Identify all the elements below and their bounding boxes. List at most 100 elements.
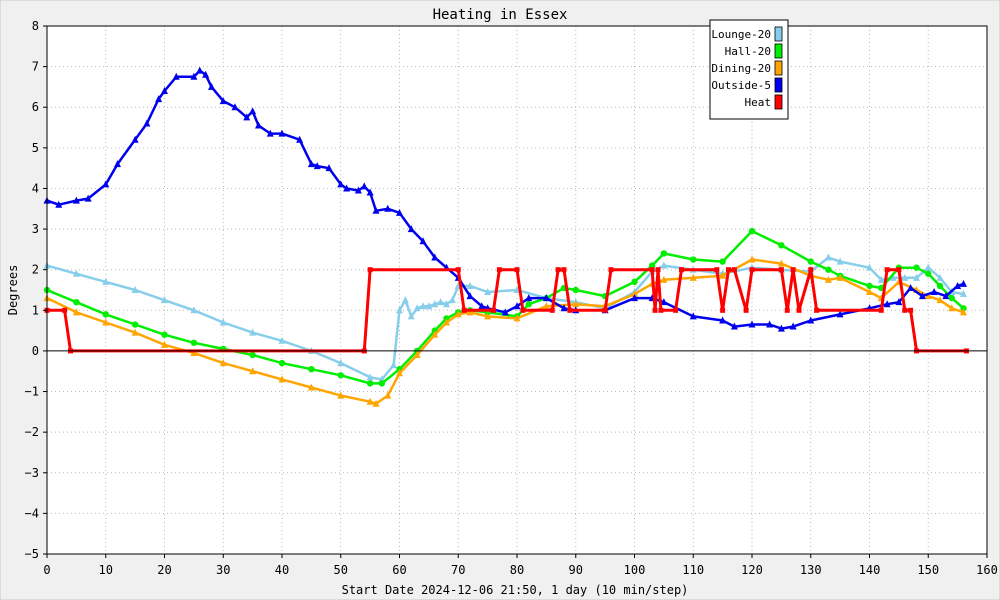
data-point	[72, 308, 80, 316]
data-point	[143, 119, 151, 127]
data-point	[660, 261, 668, 269]
legend-label: Hall-20	[725, 45, 771, 58]
data-point	[948, 294, 955, 302]
data-point	[936, 282, 944, 290]
data-point	[249, 367, 257, 375]
data-point	[824, 275, 832, 283]
data-point	[278, 336, 286, 344]
data-point	[884, 267, 890, 273]
data-point	[889, 273, 897, 281]
legend-label: Outside-5	[711, 79, 771, 92]
x-tick-label: 120	[741, 563, 763, 577]
data-point	[413, 304, 421, 312]
data-point	[748, 227, 756, 235]
x-tick-label: 130	[800, 563, 822, 577]
data-point	[484, 288, 492, 296]
data-point	[901, 273, 909, 281]
data-point	[249, 351, 256, 359]
y-tick-label: 7	[32, 60, 39, 74]
legend-swatch	[774, 77, 783, 93]
x-tick-label: 150	[917, 563, 939, 577]
data-point	[354, 186, 362, 194]
x-tick-label: 30	[216, 563, 230, 577]
x-tick-label: 20	[157, 563, 171, 577]
y-tick-label: −2	[25, 425, 39, 439]
data-point	[313, 162, 321, 170]
data-point	[631, 294, 638, 302]
data-point	[777, 259, 785, 267]
y-tick-label: 1	[32, 303, 39, 317]
data-point	[190, 72, 198, 80]
axes: 0 10 20 30 40 50 60 70 80 90 100 110 120 130 140 150 160…	[25, 19, 998, 577]
data-point	[784, 307, 790, 313]
data-point	[62, 307, 68, 313]
data-point	[360, 182, 368, 190]
data-point	[367, 267, 373, 273]
data-point	[960, 290, 967, 298]
y-tick-label: 2	[32, 263, 39, 277]
data-point	[172, 72, 180, 80]
legend-swatch	[774, 94, 783, 110]
data-point	[649, 267, 655, 273]
series-line-heat	[47, 268, 967, 353]
data-point	[131, 328, 139, 336]
data-point	[278, 375, 286, 383]
data-point	[902, 307, 908, 313]
data-point	[520, 307, 526, 313]
data-point	[337, 180, 345, 188]
data-point	[660, 250, 668, 257]
data-point	[567, 307, 573, 313]
x-tick-label: 140	[859, 563, 881, 577]
data-point	[484, 312, 492, 320]
data-point	[895, 298, 903, 306]
y-tick-label: −4	[25, 506, 39, 520]
data-point	[161, 331, 168, 338]
data-point	[936, 273, 944, 281]
data-point	[366, 188, 374, 196]
data-point	[878, 307, 884, 313]
data-point	[407, 312, 415, 320]
legend-swatch	[774, 60, 783, 76]
data-point	[437, 298, 445, 306]
data-point	[679, 267, 684, 273]
data-point	[419, 237, 427, 245]
data-point	[660, 298, 668, 306]
data-point	[720, 307, 726, 313]
data-point	[807, 316, 815, 324]
data-point	[102, 277, 110, 285]
data-point	[719, 271, 727, 279]
data-point	[337, 372, 344, 379]
data-point	[443, 318, 450, 326]
data-point	[743, 307, 749, 313]
y-tick-label: 6	[32, 100, 39, 114]
data-point	[766, 320, 774, 328]
data-point	[131, 135, 139, 143]
data-point	[190, 306, 198, 314]
x-tick-label: 40	[275, 563, 289, 577]
legend-label: Dining-20	[711, 62, 771, 75]
data-point	[84, 194, 92, 202]
y-tick-label: 8	[32, 19, 39, 33]
data-point	[924, 292, 932, 300]
data-point	[561, 267, 567, 273]
data-point	[407, 225, 415, 233]
data-point	[918, 292, 926, 300]
data-point	[384, 391, 392, 399]
x-tick-label: 10	[99, 563, 113, 577]
data-point	[219, 318, 227, 326]
data-point	[719, 258, 726, 265]
data-point	[719, 316, 727, 324]
data-point	[396, 208, 403, 216]
data-point	[466, 281, 474, 289]
data-point	[925, 270, 932, 277]
data-point	[396, 369, 403, 377]
x-axis-label: Start Date 2024-12-06 21:50, 1 day (10 m…	[342, 583, 689, 597]
data-point	[461, 307, 467, 313]
data-point	[378, 380, 386, 387]
data-point	[401, 296, 409, 304]
data-point	[161, 340, 168, 348]
data-point	[807, 258, 814, 265]
data-point	[924, 263, 932, 271]
data-point	[102, 318, 110, 326]
data-point	[942, 292, 950, 300]
